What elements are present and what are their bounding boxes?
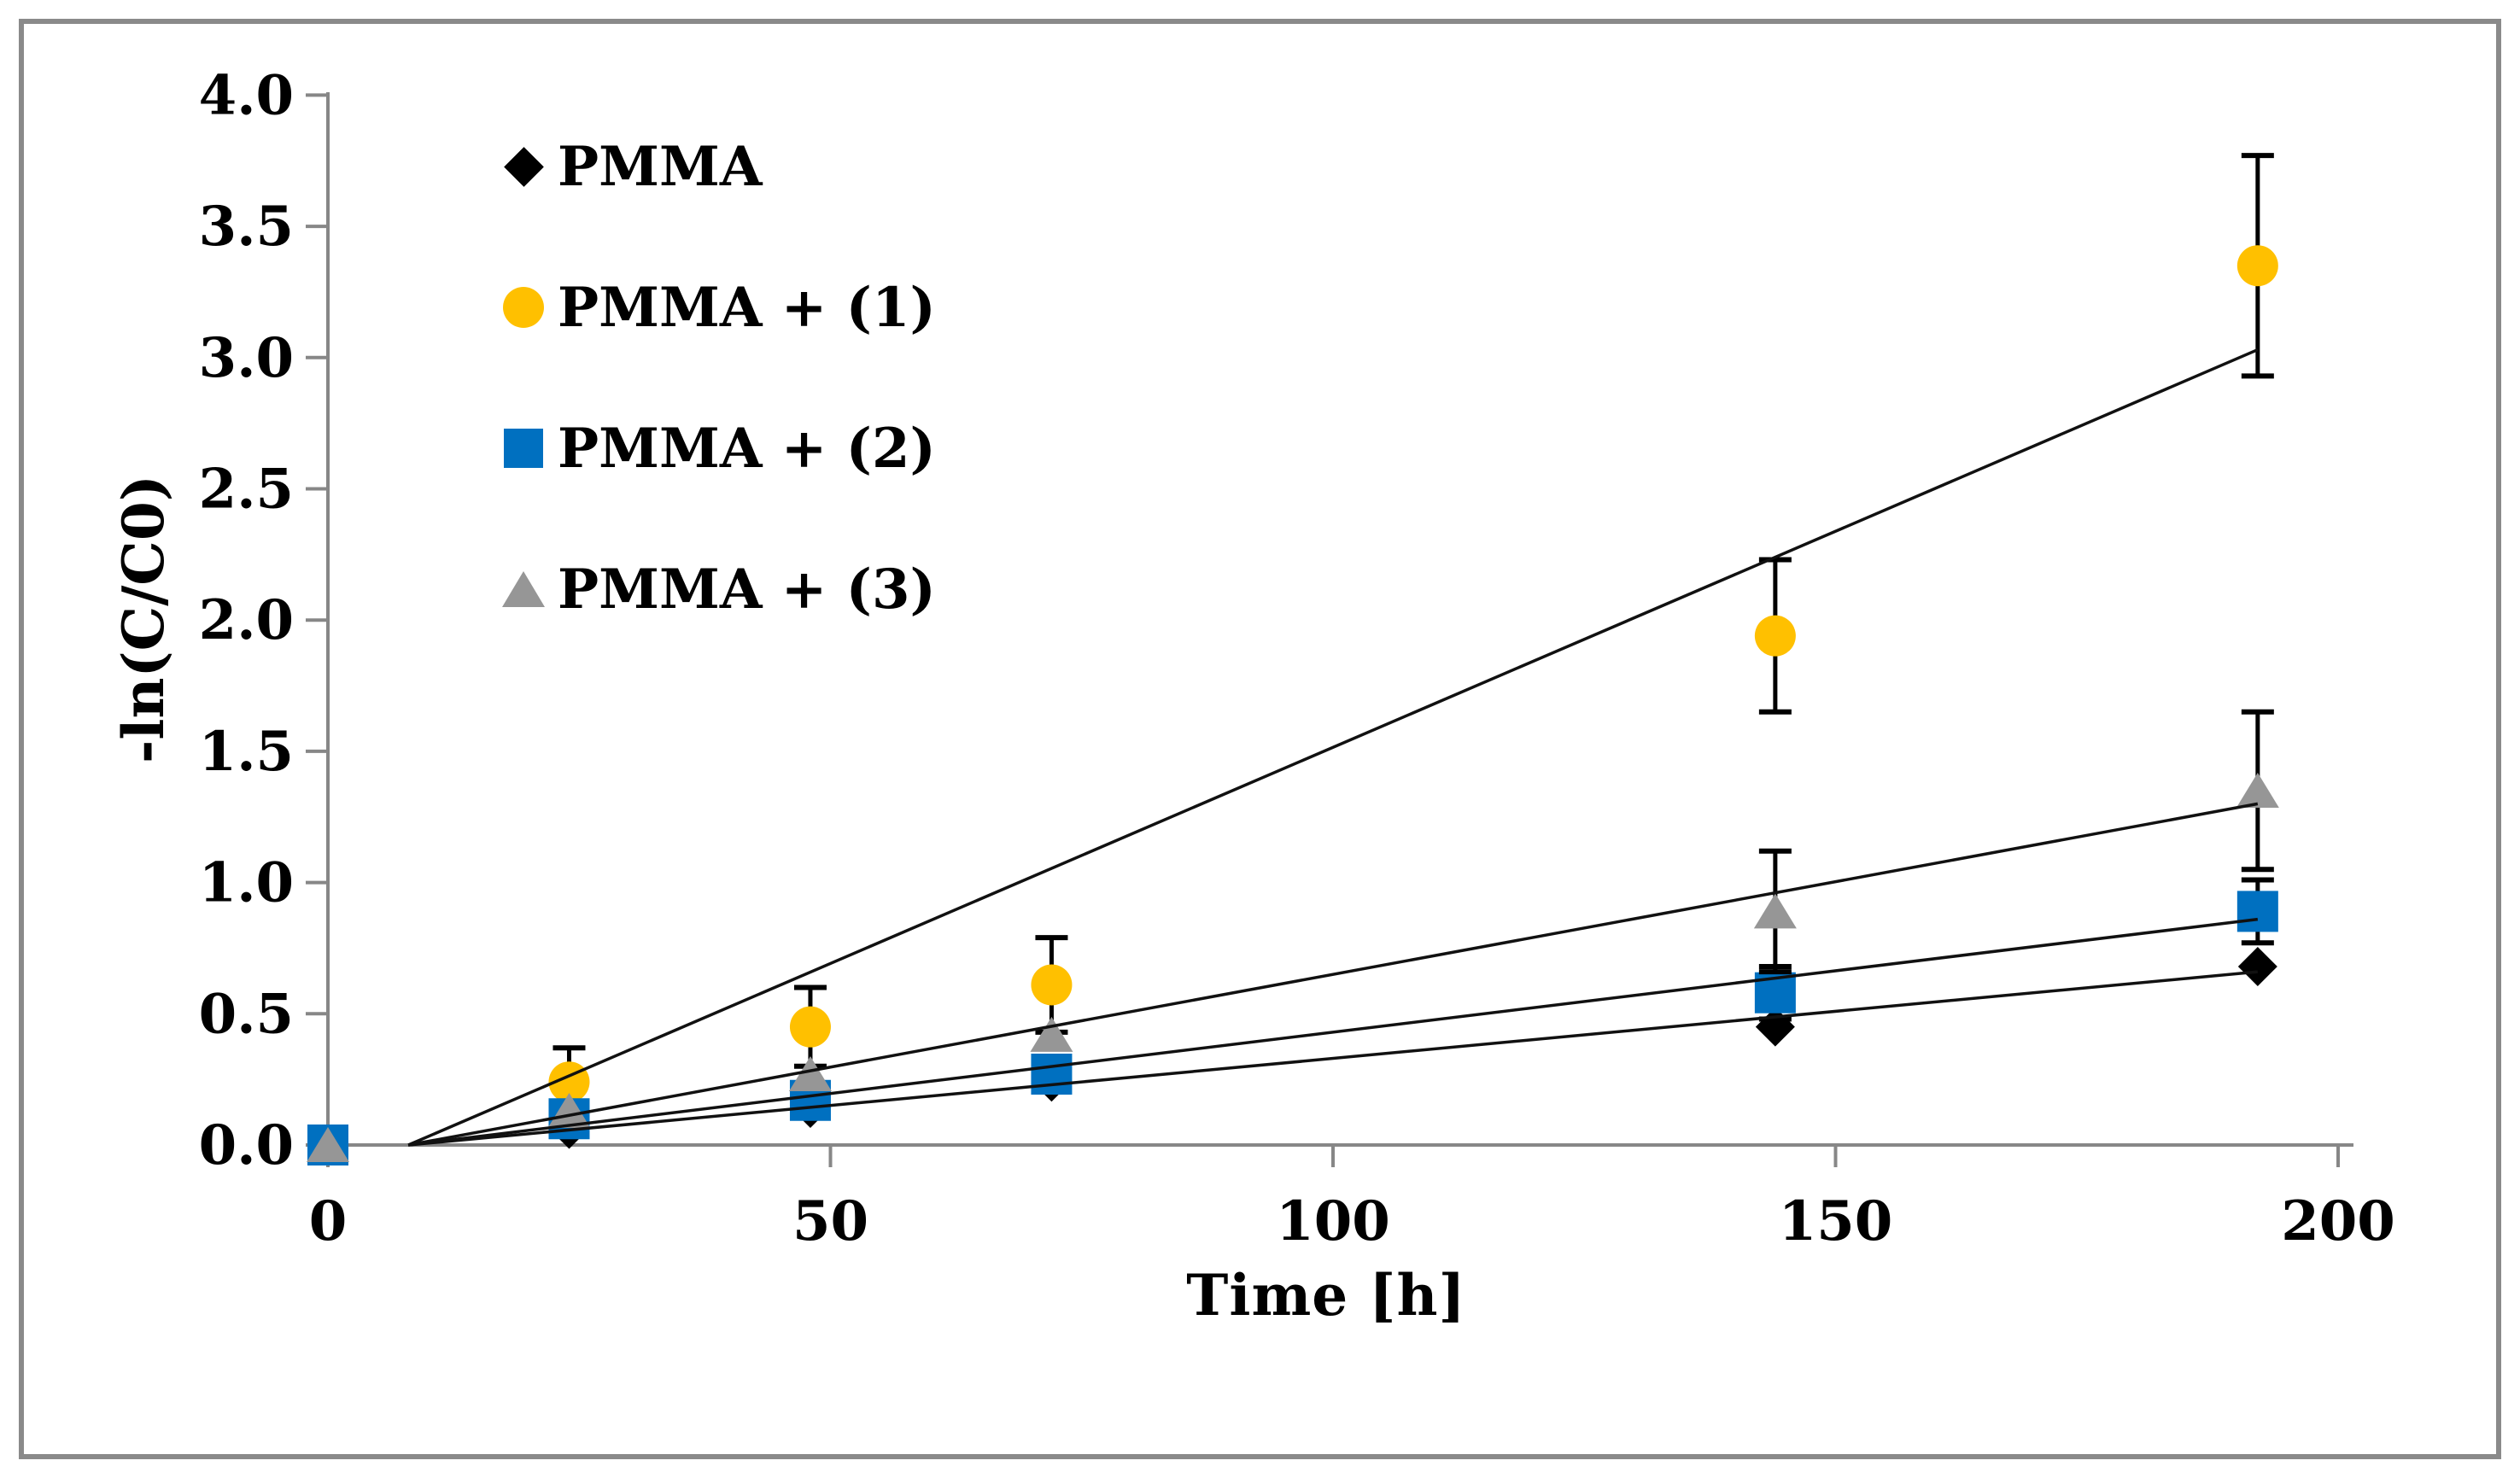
x-axis: 0 50 100 150 200 — [309, 1143, 2395, 1253]
y-tick-label: 1.5 — [199, 720, 294, 784]
trendline — [407, 348, 2259, 1147]
y-axis: 0.0 0.5 1.0 1.5 2.0 2.5 3.0 3.5 4.0 — [199, 63, 330, 1177]
legend-label: PMMA + (1) — [558, 275, 936, 340]
triangle-marker-icon — [502, 571, 545, 607]
trendline — [407, 917, 2259, 1147]
square-marker-icon — [504, 429, 543, 468]
data-point — [307, 1127, 349, 1162]
y-tick-label: 3.0 — [199, 326, 294, 390]
trendline — [407, 970, 2259, 1147]
x-tick-label: 0 — [309, 1189, 348, 1253]
data-point — [547, 1093, 591, 1129]
data-point — [1754, 615, 1796, 657]
y-tick-label: 4.0 — [199, 63, 294, 127]
data-point — [1031, 964, 1073, 1006]
trendline — [407, 802, 2259, 1147]
legend-label: PMMA — [558, 134, 763, 199]
data-point — [2237, 946, 2277, 986]
data-point — [1031, 1054, 1073, 1095]
y-axis-title: -ln(C/C0) — [110, 475, 177, 763]
y-tick-label: 0.5 — [199, 982, 294, 1046]
legend-item-pmma-2: PMMA + (2) — [500, 401, 936, 495]
data-point — [1030, 1016, 1073, 1052]
legend-label: PMMA + (2) — [558, 416, 936, 481]
data-point — [1753, 893, 1797, 929]
figure-border — [19, 19, 2501, 1459]
y-tick-label: 2.0 — [199, 588, 294, 652]
y-tick-label: 3.5 — [199, 195, 294, 259]
data-point — [789, 1006, 831, 1048]
circle-marker-icon — [503, 287, 544, 328]
x-tick-label: 100 — [1276, 1189, 1390, 1253]
diamond-marker-icon — [503, 146, 544, 187]
legend-item-pmma-1: PMMA + (1) — [500, 260, 936, 354]
legend-item-pmma: PMMA — [500, 120, 936, 213]
legend-label: PMMA + (3) — [558, 557, 936, 622]
x-tick-label: 200 — [2281, 1189, 2395, 1253]
y-tick-label: 2.5 — [199, 458, 294, 522]
y-tick-label: 1.0 — [199, 851, 294, 915]
y-tick-label: 0.0 — [199, 1113, 294, 1177]
data-point — [2236, 773, 2279, 809]
series-pmma-3- — [307, 709, 2279, 1162]
legend-item-pmma-3: PMMA + (3) — [500, 542, 936, 636]
x-tick-label: 50 — [792, 1189, 868, 1253]
data-point — [2236, 891, 2278, 932]
series-pmma — [308, 946, 2277, 1165]
x-axis-title: Time [h] — [1186, 1262, 1466, 1329]
data-point — [2236, 245, 2278, 287]
x-tick-label: 150 — [1779, 1189, 1893, 1253]
legend: PMMA PMMA + (1) PMMA + (2) PMMA + (3) — [500, 120, 936, 683]
data-point — [788, 1056, 832, 1092]
